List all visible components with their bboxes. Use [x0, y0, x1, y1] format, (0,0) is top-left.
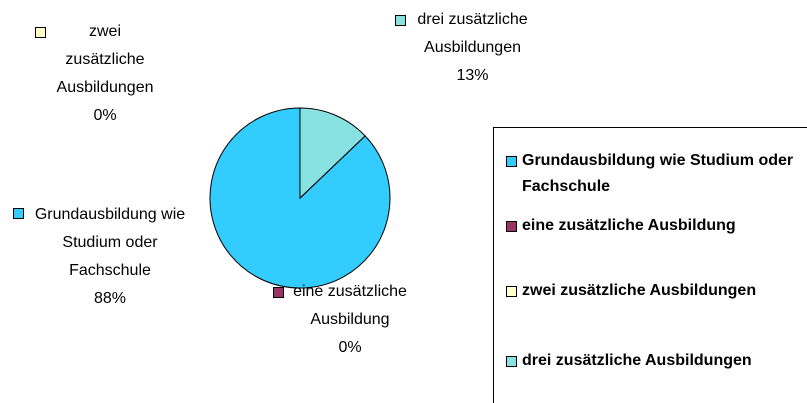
legend-marker	[506, 156, 517, 167]
legend-item: zwei zusätzliche Ausbildungen	[504, 278, 807, 304]
legend-text: drei zusätzliche Ausbildungen	[522, 352, 752, 369]
data-label: zwei zusätzliche Ausbildungen 0%	[50, 18, 160, 130]
label-marker	[35, 27, 46, 38]
label-category: drei zusätzliche Ausbildungen	[417, 11, 528, 56]
label-category: zwei zusätzliche Ausbildungen	[56, 23, 154, 96]
legend-marker	[506, 286, 517, 297]
data-label: Grundausbildung wie Studium oder Fachsch…	[30, 201, 190, 313]
legend-item: drei zusätzliche Ausbildungen	[504, 348, 807, 374]
legend-text: zwei zusätzliche Ausbildungen	[522, 282, 757, 299]
data-label: eine zusätzliche Ausbildung 0%	[290, 278, 410, 362]
pie-slice	[299, 107, 366, 200]
label-category: Grundausbildung wie Studium oder Fachsch…	[34, 206, 186, 279]
label-marker	[13, 208, 24, 219]
label-value: 13%	[456, 67, 489, 84]
label-value: 0%	[338, 339, 362, 356]
legend-marker	[506, 356, 517, 367]
label-category: eine zusätzliche Ausbildung	[293, 283, 407, 328]
label-marker	[273, 287, 284, 298]
label-value: 88%	[93, 290, 127, 307]
legend-item: eine zusätzliche Ausbildung	[504, 213, 807, 239]
label-value: 0%	[93, 107, 117, 124]
label-marker	[395, 15, 406, 26]
legend-text: eine zusätzliche Ausbildung	[522, 217, 736, 234]
legend-marker	[506, 221, 517, 232]
legend: Grundausbildung wie Studium oder Fachsch…	[493, 127, 807, 403]
data-label: drei zusätzliche Ausbildungen 13%	[405, 6, 540, 90]
legend-text: Grundausbildung wie Studium oder Fachsch…	[522, 152, 794, 195]
legend-item: Grundausbildung wie Studium oder Fachsch…	[504, 148, 807, 200]
